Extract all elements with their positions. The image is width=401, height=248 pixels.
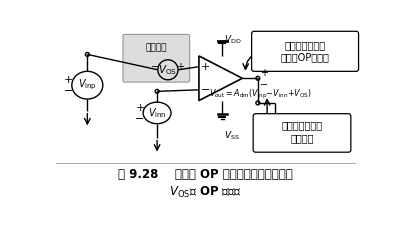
Text: $V_{\rm inn}$: $V_{\rm inn}$ bbox=[148, 106, 166, 120]
Text: 理想的OP放大器: 理想的OP放大器 bbox=[281, 52, 330, 62]
Text: +: + bbox=[260, 68, 268, 78]
Text: 没有失调电压的: 没有失调电压的 bbox=[285, 40, 326, 50]
Text: $V_{\rm SS}$: $V_{\rm SS}$ bbox=[224, 130, 239, 142]
Text: 可正可负: 可正可负 bbox=[290, 133, 314, 143]
Text: −: − bbox=[152, 62, 160, 72]
Text: +: + bbox=[64, 75, 73, 85]
Text: 失调电压的极性: 失调电压的极性 bbox=[282, 121, 322, 131]
Text: 失调电压: 失调电压 bbox=[146, 44, 167, 53]
Text: $V_{\rm OS}$: $V_{\rm OS}$ bbox=[158, 63, 177, 77]
Text: $V_{\rm OS}$的 OP 放大器: $V_{\rm OS}$的 OP 放大器 bbox=[169, 185, 241, 200]
Text: +: + bbox=[136, 102, 145, 113]
Text: +: + bbox=[176, 62, 184, 72]
Text: −: − bbox=[136, 114, 145, 124]
Text: $V_{\rm out}{=}A_{\rm dm}(V_{\rm inp}{-}V_{\rm inn}{+}V_{\rm OS})$: $V_{\rm out}{=}A_{\rm dm}(V_{\rm inp}{-}… bbox=[209, 88, 312, 101]
Text: −: − bbox=[201, 85, 211, 95]
FancyBboxPatch shape bbox=[123, 34, 190, 82]
Text: $V_{\rm inp}$: $V_{\rm inp}$ bbox=[78, 78, 97, 93]
Text: $V_{\rm DD}$: $V_{\rm DD}$ bbox=[224, 34, 241, 46]
Text: +: + bbox=[201, 62, 211, 72]
Text: 图 9.28    理想的 OP 放大器与存在失调电压: 图 9.28 理想的 OP 放大器与存在失调电压 bbox=[118, 168, 292, 181]
Text: −: − bbox=[260, 80, 268, 90]
Text: −: − bbox=[64, 86, 73, 96]
FancyBboxPatch shape bbox=[251, 31, 358, 71]
FancyBboxPatch shape bbox=[253, 114, 351, 152]
Polygon shape bbox=[199, 56, 242, 101]
